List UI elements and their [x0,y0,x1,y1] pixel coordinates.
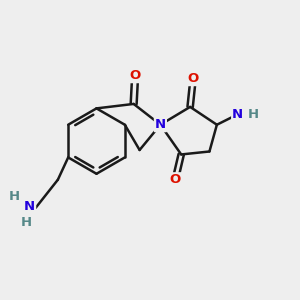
Text: H: H [248,108,259,121]
Text: N: N [155,118,166,131]
Text: O: O [130,69,141,82]
Text: H: H [9,190,20,203]
Text: O: O [188,72,199,85]
Text: H: H [21,216,32,229]
Text: N: N [232,108,243,121]
Text: N: N [24,200,35,213]
Text: O: O [169,173,181,186]
